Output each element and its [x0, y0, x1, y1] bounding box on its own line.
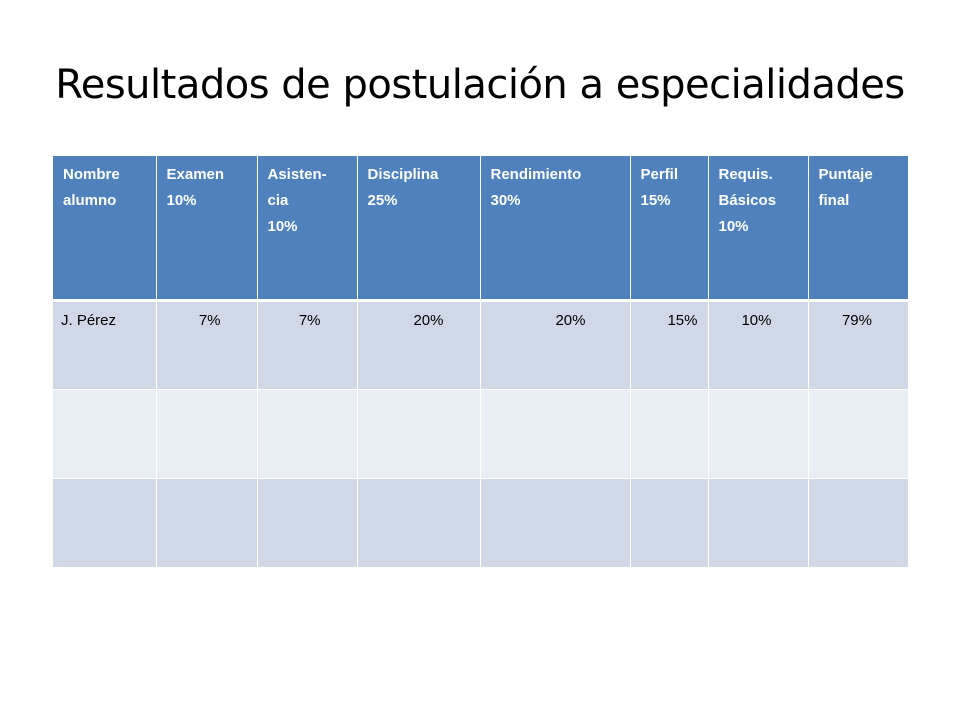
results-table: Nombre alumno Examen 10% Asisten- cia 10…: [53, 156, 908, 568]
table-row: J. Pérez 7% 7% 20% 20% 15% 10% 79%: [53, 300, 908, 390]
cell-requisitos-basicos: 10%: [708, 300, 809, 390]
cell-nombre: J. Pérez: [53, 300, 157, 390]
cell-rendimiento: [480, 478, 631, 568]
cell-rendimiento: 20%: [480, 300, 631, 390]
cell-rendimiento: [480, 389, 631, 479]
cell-asistencia: [257, 478, 358, 568]
cell-puntaje-final: [808, 478, 908, 568]
header-nombre-alumno: Nombre alumno: [53, 156, 157, 302]
table-row: [53, 389, 908, 479]
cell-examen: [156, 478, 258, 568]
table-header-row: Nombre alumno Examen 10% Asisten- cia 10…: [53, 156, 908, 302]
header-puntaje-final: Puntaje final: [808, 156, 908, 302]
cell-examen: [156, 389, 258, 479]
cell-examen: 7%: [156, 300, 258, 390]
cell-requisitos-basicos: [708, 389, 809, 479]
header-asistencia: Asisten- cia 10%: [257, 156, 358, 302]
header-requisitos-basicos: Requis. Básicos 10%: [708, 156, 809, 302]
cell-asistencia: 7%: [257, 300, 358, 390]
cell-perfil: 15%: [630, 300, 709, 390]
cell-perfil: [630, 389, 709, 479]
slide-title: Resultados de postulación a especialidad…: [55, 62, 905, 108]
cell-disciplina: [357, 478, 481, 568]
cell-puntaje-final: 79%: [808, 300, 908, 390]
header-examen: Examen 10%: [156, 156, 258, 302]
cell-disciplina: 20%: [357, 300, 481, 390]
cell-asistencia: [257, 389, 358, 479]
cell-nombre: [53, 478, 157, 568]
header-disciplina: Disciplina 25%: [357, 156, 481, 302]
cell-puntaje-final: [808, 389, 908, 479]
cell-nombre: [53, 389, 157, 479]
cell-perfil: [630, 478, 709, 568]
cell-requisitos-basicos: [708, 478, 809, 568]
cell-disciplina: [357, 389, 481, 479]
table-row: [53, 478, 908, 568]
header-rendimiento: Rendimiento 30%: [480, 156, 631, 302]
header-perfil: Perfil 15%: [630, 156, 709, 302]
